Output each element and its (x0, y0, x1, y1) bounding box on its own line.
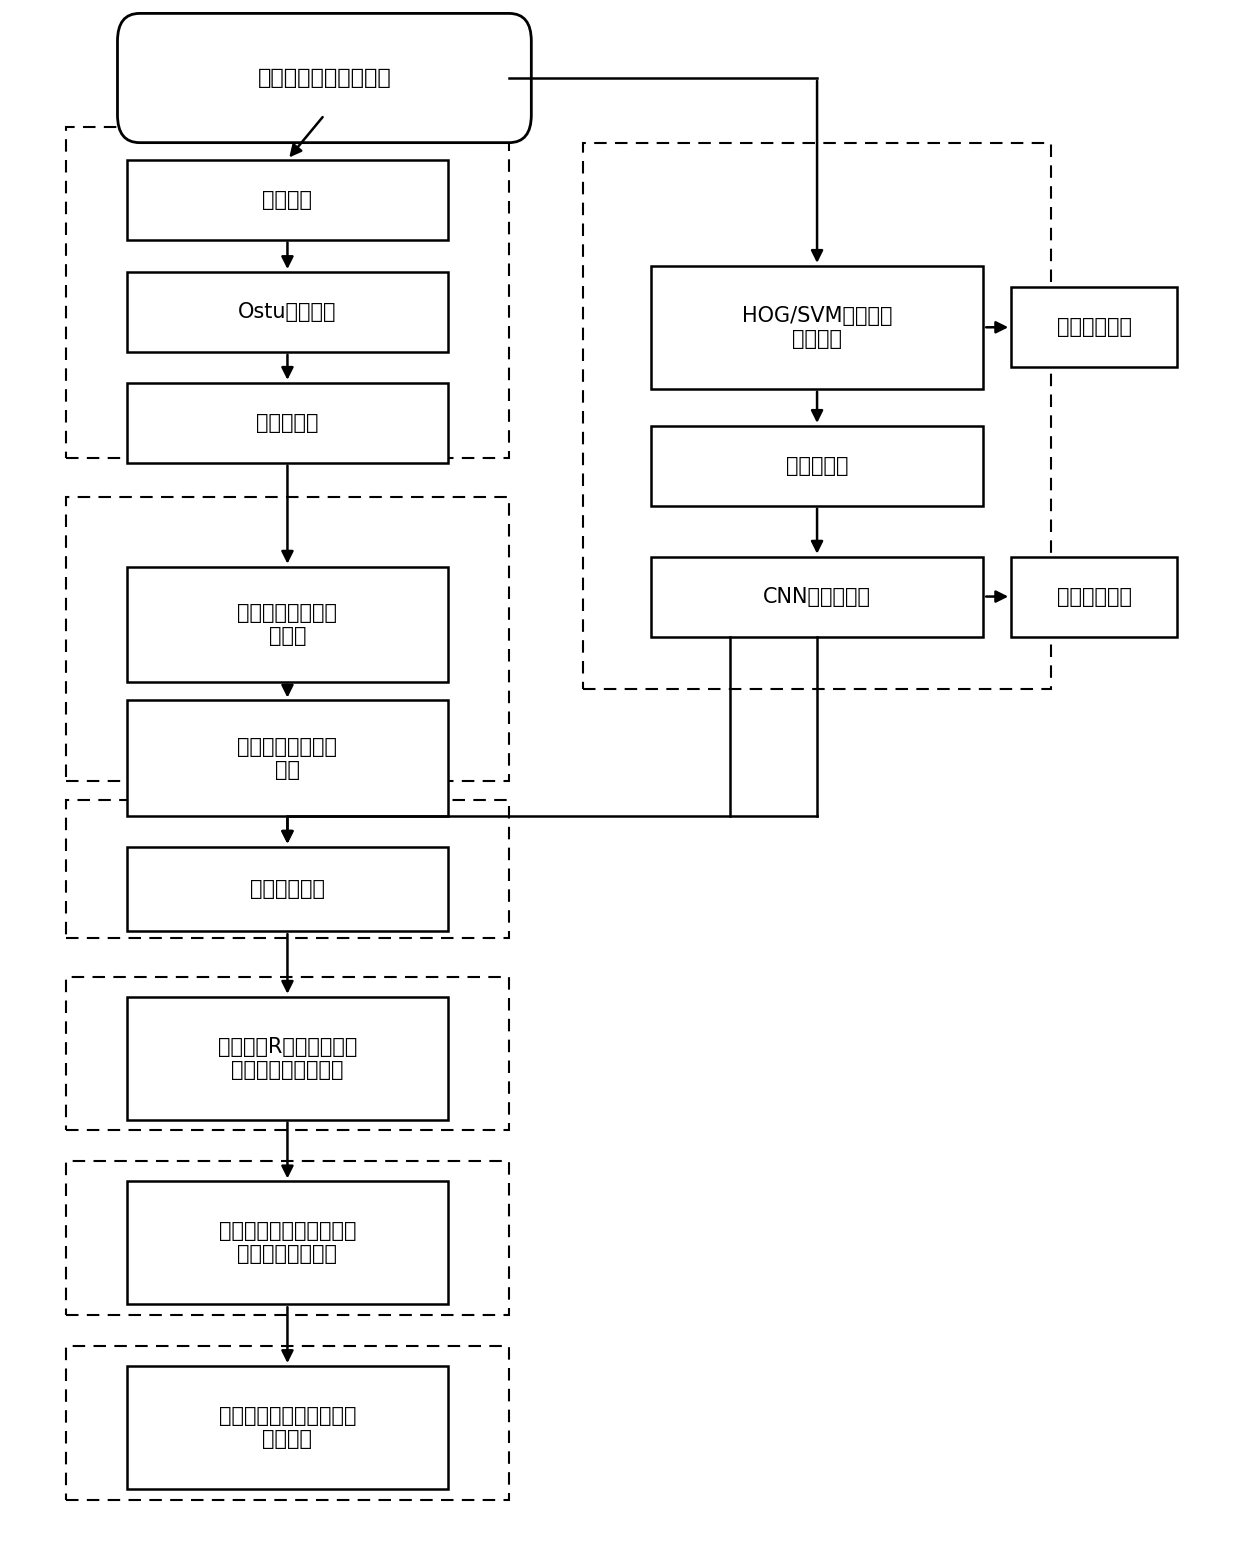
FancyBboxPatch shape (128, 1366, 448, 1488)
FancyBboxPatch shape (1011, 288, 1177, 367)
Text: HOG/SVM字符分割
二分类器: HOG/SVM字符分割 二分类器 (742, 306, 893, 350)
Text: 确定指针信息列表中指针
的响应值: 确定指针信息列表中指针 的响应值 (218, 1406, 356, 1450)
Text: 原始彩色汽车仪表图像: 原始彩色汽车仪表图像 (258, 68, 392, 88)
FancyBboxPatch shape (128, 701, 448, 815)
FancyBboxPatch shape (128, 996, 448, 1120)
FancyBboxPatch shape (128, 846, 448, 931)
FancyBboxPatch shape (128, 272, 448, 351)
Text: CNN数字分类器: CNN数字分类器 (763, 586, 870, 606)
Text: 以半径为R搜索刻度点，
确定主刻度点的位置: 以半径为R搜索刻度点， 确定主刻度点的位置 (218, 1036, 357, 1080)
Text: 字符候选区域: 字符候选区域 (1056, 317, 1132, 337)
FancyBboxPatch shape (1011, 557, 1177, 636)
FancyBboxPatch shape (118, 14, 531, 142)
FancyBboxPatch shape (128, 382, 448, 463)
Text: 字符滤波器: 字符滤波器 (786, 456, 848, 476)
Text: 建立仪表指针角度与响应
值的牛顿插值关系: 建立仪表指针角度与响应 值的牛顿插值关系 (218, 1221, 356, 1264)
FancyBboxPatch shape (651, 425, 983, 506)
Text: 轮廓分析精提取仪
表指针: 轮廓分析精提取仪 表指针 (237, 603, 337, 645)
Text: 连通域标记: 连通域标记 (257, 413, 319, 433)
FancyBboxPatch shape (128, 159, 448, 240)
FancyBboxPatch shape (651, 266, 983, 388)
Text: 建立完整指针信息
列表: 建立完整指针信息 列表 (237, 736, 337, 780)
Text: Ostu阈值分割: Ostu阈值分割 (238, 302, 337, 322)
FancyBboxPatch shape (128, 566, 448, 682)
Text: 确定搜索中心: 确定搜索中心 (250, 879, 325, 899)
FancyBboxPatch shape (128, 1182, 448, 1304)
Text: 灰度处理: 灰度处理 (263, 190, 312, 209)
Text: 数字字符区域: 数字字符区域 (1056, 586, 1132, 606)
FancyBboxPatch shape (651, 557, 983, 636)
